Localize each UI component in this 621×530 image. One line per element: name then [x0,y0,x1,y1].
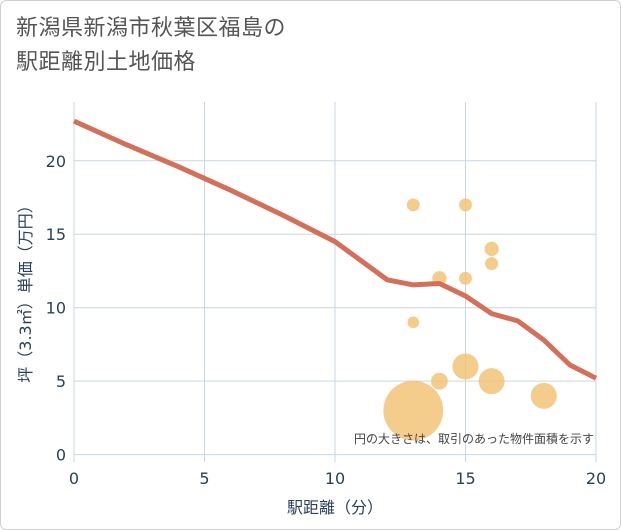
bubble-series [383,198,557,441]
trend-line-series [72,118,598,381]
data-point [484,241,499,257]
y-tick-label: 15 [46,225,66,244]
x-axis-ticks: 0 5 10 15 20 [69,469,606,488]
trend-line [72,118,598,381]
y-tick-label: 0 [56,446,66,465]
x-tick-label: 0 [69,469,79,488]
data-point [459,271,472,285]
data-point [406,198,420,212]
title-line-2: 駅距離別土地価格 [16,50,197,75]
size-annotation: 円の大きさは、取引のあった物件面積を示す [354,431,594,446]
x-axis-title: 駅距離（分） [287,498,383,517]
y-tick-label: 20 [46,152,66,171]
data-point [485,257,499,271]
x-tick-label: 15 [455,469,475,488]
data-point [430,372,448,390]
x-tick-label: 5 [199,469,209,488]
data-point [478,368,505,395]
data-point [530,382,557,409]
y-tick-label: 5 [56,372,66,391]
data-point [459,198,472,212]
y-tick-label: 10 [46,299,66,318]
data-point [383,380,444,441]
y-axis-ticks: 0 5 10 15 20 [46,152,66,465]
x-tick-label: 10 [325,469,345,488]
x-tick-label: 20 [586,469,606,488]
title-line-1: 新潟県新潟市秋葉区福島の [16,16,287,41]
data-point [452,353,479,380]
chart-title: 新潟県新潟市秋葉区福島の 駅距離別土地価格 [16,12,286,80]
y-axis-title: 坪（3.3㎡）単価（万円） [16,197,35,382]
data-point [407,316,420,329]
